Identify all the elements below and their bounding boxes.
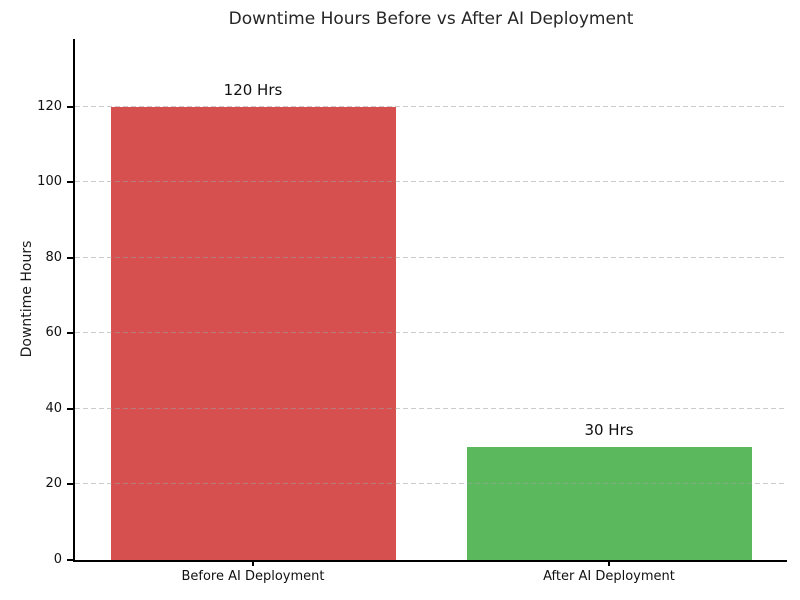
y-gridline xyxy=(75,483,787,485)
y-tick-mark xyxy=(67,105,75,108)
y-gridline xyxy=(75,181,787,183)
x-tick-label: Before AI Deployment xyxy=(181,569,325,584)
y-tick-label: 100 xyxy=(37,174,62,190)
y-tick-mark xyxy=(67,332,75,335)
y-tick-label: 0 xyxy=(53,552,62,567)
y-gridline xyxy=(75,256,787,258)
bar-value-label: 30 Hrs xyxy=(584,420,634,439)
y-tick-label: 120 xyxy=(37,98,62,114)
y-tick-label: 80 xyxy=(45,249,62,265)
x-tick-mark xyxy=(252,561,254,566)
y-gridline xyxy=(75,407,787,409)
bar-value-label: 120 Hrs xyxy=(223,80,283,99)
x-tick-mark xyxy=(608,561,610,566)
bar-0 xyxy=(110,106,396,560)
y-gridline xyxy=(75,332,787,334)
y-tick-label: 40 xyxy=(45,400,62,416)
bar-1 xyxy=(466,446,752,560)
y-tick-mark xyxy=(67,407,75,410)
chart-title: Downtime Hours Before vs After AI Deploy… xyxy=(228,9,634,29)
plot-area xyxy=(73,39,787,562)
y-tick-label: 20 xyxy=(45,476,62,492)
y-tick-mark xyxy=(67,559,75,561)
y-gridline xyxy=(75,105,787,107)
y-tick-label: 60 xyxy=(45,325,62,341)
y-tick-mark xyxy=(67,256,75,259)
y-tick-mark xyxy=(67,483,75,486)
y-tick-mark xyxy=(67,181,75,184)
x-tick-label: After AI Deployment xyxy=(543,569,675,584)
